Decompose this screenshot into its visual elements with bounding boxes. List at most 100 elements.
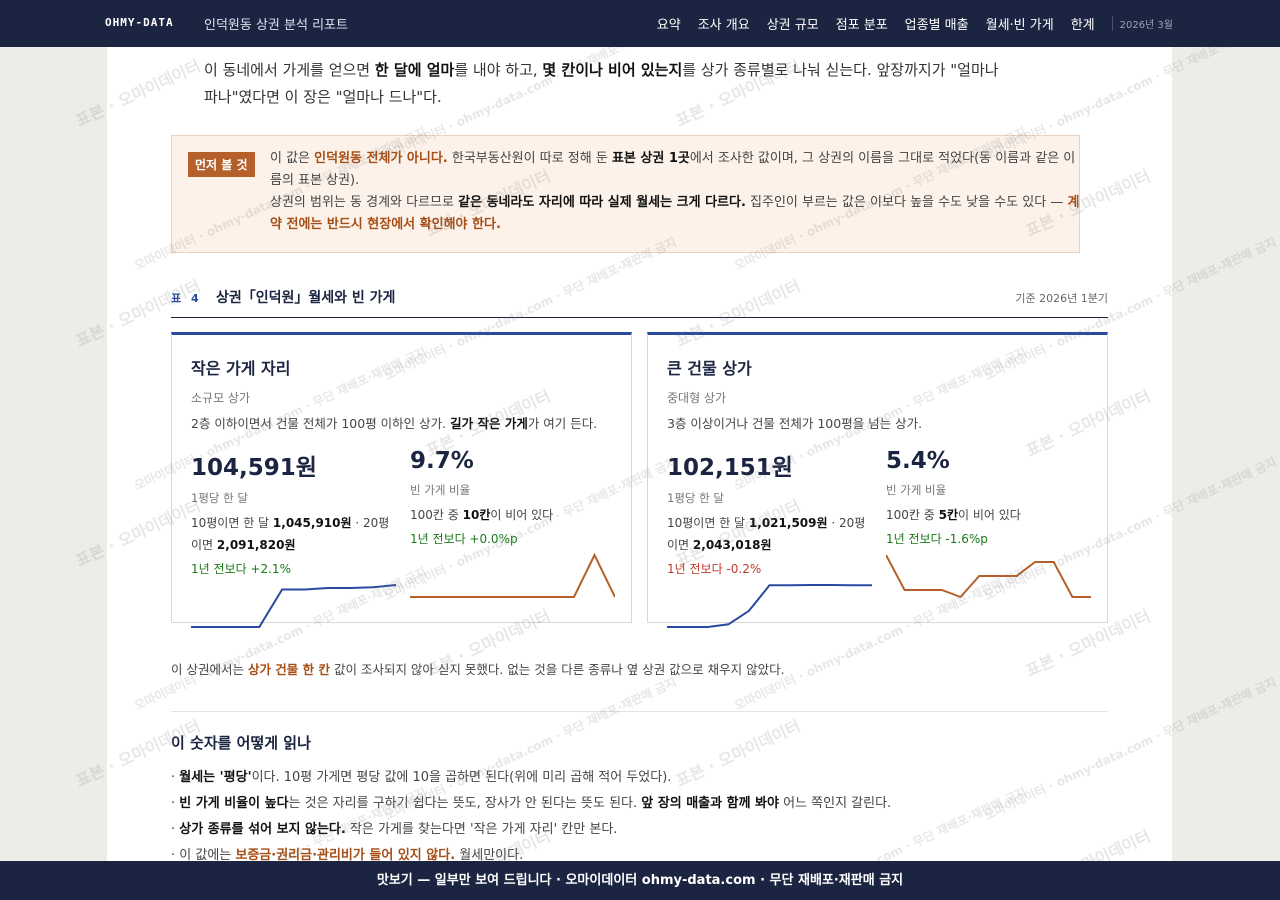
badge: 먼저 볼 것 bbox=[188, 152, 255, 177]
text: 인덕원동 전체가 아니다. bbox=[314, 151, 448, 166]
text: · bbox=[171, 770, 180, 785]
text: 앞 장의 매출과 함께 봐야 bbox=[641, 796, 779, 811]
stat-change: 1년 전보다 -0.2% bbox=[667, 562, 762, 576]
text: · bbox=[171, 796, 180, 811]
sheet: 이 동네에서 가게를 얻으면 한 달에 얼마를 내야 하고, 몇 칸이나 비어 … bbox=[107, 47, 1172, 861]
text: 계약 전에는 반드시 현장에서 확인해야 한다. bbox=[270, 195, 1080, 232]
text: 2,091,820원 bbox=[216, 538, 296, 552]
text: 5칸 bbox=[938, 508, 959, 522]
nav-item[interactable]: 상권 규모 bbox=[766, 18, 819, 33]
stat-value: 102,151원 bbox=[667, 455, 793, 481]
nav-item[interactable]: 월세·빈 가게 bbox=[985, 18, 1054, 33]
text: 이 값은 bbox=[270, 151, 315, 166]
text: 상권의 범위는 동 경계와 다르므로 bbox=[270, 195, 459, 210]
stat-value: 9.7% bbox=[410, 448, 474, 474]
text: 이 동네에서 가게를 얻으면 bbox=[204, 61, 375, 79]
list-item: · 월세는 '평당'이다. 10평 가게면 평당 값에 10을 곱하면 된다(위… bbox=[171, 765, 1111, 791]
stat-columns: 102,151원 1평당 한 달 10평이면 한 달 1,021,509원 · 20… bbox=[667, 448, 1091, 631]
text: 한 달에 얼마 bbox=[374, 61, 455, 79]
stat-change: 1년 전보다 +0.0%p bbox=[410, 532, 518, 546]
nav-item[interactable]: 조사 개요 bbox=[697, 18, 750, 33]
note-text: 이 값은 인덕원동 전체가 아니다. 한국부동산원이 따로 정해 둔 표본 상권… bbox=[270, 148, 1085, 236]
card-subtitle: 중대형 상가 bbox=[667, 391, 727, 405]
list-item: · 이 값에는 보증금·권리금·관리비가 들어 있지 않다. 월세만이다. bbox=[171, 843, 1111, 861]
stat: 104,591원 1평당 한 달 10평이면 한 달 1,045,910원 · 20… bbox=[191, 448, 396, 631]
text: 이 비어 있다 bbox=[958, 508, 1021, 522]
text: 1,021,509원 bbox=[748, 516, 828, 530]
stat-label: 1평당 한 달 bbox=[191, 491, 248, 505]
text: 2,043,018원 bbox=[692, 538, 772, 552]
text: 값이 조사되지 않아 싣지 못했다. 없는 것을 다른 종류나 옆 상권 값으로… bbox=[330, 662, 785, 677]
text: 한국부동산원이 따로 정해 둔 bbox=[447, 151, 612, 166]
text: 상가 건물 한 칸 bbox=[247, 662, 331, 677]
text: · 20평이면 bbox=[191, 516, 390, 552]
table-caption: 표 4 상권「인덕원」월세와 빈 가게 기준 2026년 1분기 bbox=[171, 287, 1108, 318]
stat-change: 1년 전보다 +2.1% bbox=[191, 562, 291, 576]
text: 상가 종류를 섞어 보지 않는다. bbox=[179, 822, 346, 837]
stat-columns: 104,591원 1평당 한 달 10평이면 한 달 1,045,910원 · 20… bbox=[191, 448, 615, 631]
nav-item[interactable]: 업종별 매출 bbox=[904, 18, 969, 33]
sparkline bbox=[667, 584, 872, 628]
note-line: 이 값은 인덕원동 전체가 아니다. 한국부동산원이 따로 정해 둔 표본 상권… bbox=[270, 148, 1085, 192]
table-title: 상권「인덕원」월세와 빈 가게 bbox=[216, 290, 396, 306]
stat-label: 1평당 한 달 bbox=[667, 491, 724, 505]
stat-change: 1년 전보다 -1.6%p bbox=[886, 532, 988, 546]
nav: 요약 조사 개요 상권 규모 점포 분포 업종별 매출 월세·빈 가게 한계 2026년 3월 bbox=[657, 14, 1173, 33]
text: 3층 이상이거나 건물 전체가 100평을 넘는 상가. bbox=[667, 416, 923, 431]
sparkline bbox=[191, 584, 396, 628]
text: 10평이면 한 달 bbox=[667, 516, 749, 530]
sparkline bbox=[886, 554, 1091, 599]
text: 에서 조사한 값이며, 그 상권의 이름을 그대로 적었다(동 이름과 같은 이… bbox=[270, 151, 1076, 188]
text: 이다. 10평 가게면 평당 값에 10을 곱하면 된다(위에 미리 곱해 적어… bbox=[251, 770, 672, 785]
card-title: 큰 건물 상가 bbox=[667, 359, 752, 378]
note-line: 상권의 범위는 동 경계와 다르므로 같은 동네라도 자리에 따라 실제 월세는… bbox=[270, 192, 1085, 236]
text: · bbox=[171, 822, 180, 837]
card: 작은 가게 자리 소규모 상가 2층 이하이면서 건물 전체가 100평 이하인 상… bbox=[171, 332, 632, 628]
text: 보증금·권리금·관리비가 들어 있지 않다. bbox=[235, 848, 456, 861]
brand[interactable]: OHMY-DATA bbox=[105, 16, 174, 29]
sparkline-line bbox=[886, 554, 1091, 599]
text: · 이 값에는 bbox=[171, 848, 236, 861]
text: 같은 동네라도 자리에 따라 실제 월세는 크게 다르다. bbox=[458, 195, 746, 210]
stat-label: 빈 가게 비율 bbox=[886, 483, 947, 497]
stat: 102,151원 1평당 한 달 10평이면 한 달 1,021,509원 · 20… bbox=[667, 448, 872, 631]
card-desc: 3층 이상이거나 건물 전체가 100평을 넘는 상가. bbox=[667, 414, 1088, 434]
footer-bar: 맛보기 — 일부만 보여 드립니다 · 오마이데이터 ohmy-data.com… bbox=[0, 861, 1280, 900]
report-date: 2026년 3월 bbox=[1111, 16, 1173, 31]
text: 길가 작은 가게 bbox=[450, 416, 528, 431]
text: 작은 가게를 찾는다면 '작은 가게 자리' 칸만 본다. bbox=[345, 822, 618, 837]
text: 이 비어 있다 bbox=[490, 508, 554, 522]
card-title: 작은 가게 자리 bbox=[191, 359, 291, 378]
text: 몇 칸이나 비어 있는지 bbox=[542, 61, 683, 79]
text: · 20평이면 bbox=[667, 516, 866, 552]
text: 표본 상권 1곳 bbox=[611, 151, 690, 166]
text: 월세는 '평당' bbox=[179, 770, 252, 785]
text: 어느 쪽인지 갈린다. bbox=[778, 796, 892, 811]
text: 가 여기 든다. bbox=[527, 416, 598, 431]
stat-detail: 10평이면 한 달 1,021,509원 · 20평이면 2,043,018원 bbox=[667, 512, 872, 556]
list-item: · 상가 종류를 섞어 보지 않는다. 작은 가게를 찾는다면 '작은 가게 자… bbox=[171, 817, 1111, 843]
sparkline-line bbox=[667, 584, 872, 628]
howto-list: · 월세는 '평당'이다. 10평 가게면 평당 값에 10을 곱하면 된다(위… bbox=[171, 765, 1111, 861]
divider bbox=[171, 711, 1108, 712]
text: 빈 가게 비율이 높다 bbox=[179, 796, 289, 811]
text: 100칸 중 bbox=[410, 508, 463, 522]
note-box: 먼저 볼 것 이 값은 인덕원동 전체가 아니다. 한국부동산원이 따로 정해 … bbox=[171, 135, 1080, 253]
stat-value: 5.4% bbox=[886, 448, 950, 474]
card-desc: 2층 이하이면서 건물 전체가 100평 이하인 상가. 길가 작은 가게가 여… bbox=[191, 414, 612, 434]
sparkline bbox=[410, 552, 615, 598]
sparkline-line bbox=[191, 584, 396, 628]
stat-value: 104,591원 bbox=[191, 455, 317, 481]
table-label: 표 4 bbox=[171, 292, 202, 305]
text: 를 내야 하고, bbox=[454, 61, 543, 79]
nav-item[interactable]: 요약 bbox=[656, 18, 681, 33]
list-item: · 빈 가게 비율이 높다는 것은 자리를 구하기 쉽다는 뜻도, 장사가 안 … bbox=[171, 791, 1111, 817]
nav-item[interactable]: 한계 bbox=[1070, 18, 1095, 33]
nav-item[interactable]: 점포 분포 bbox=[835, 18, 888, 33]
report-title: 인덕원동 상권 분석 리포트 bbox=[204, 18, 348, 33]
footnote: 이 상권에서는 상가 건물 한 칸 값이 조사되지 않아 싣지 못했다. 없는 … bbox=[171, 659, 785, 678]
stat-detail: 100칸 중 10칸이 비어 있다 bbox=[410, 504, 615, 526]
stat: 5.4% 빈 가게 비율 100칸 중 5칸이 비어 있다 1년 전보다 -1.6%p bbox=[886, 448, 1091, 631]
